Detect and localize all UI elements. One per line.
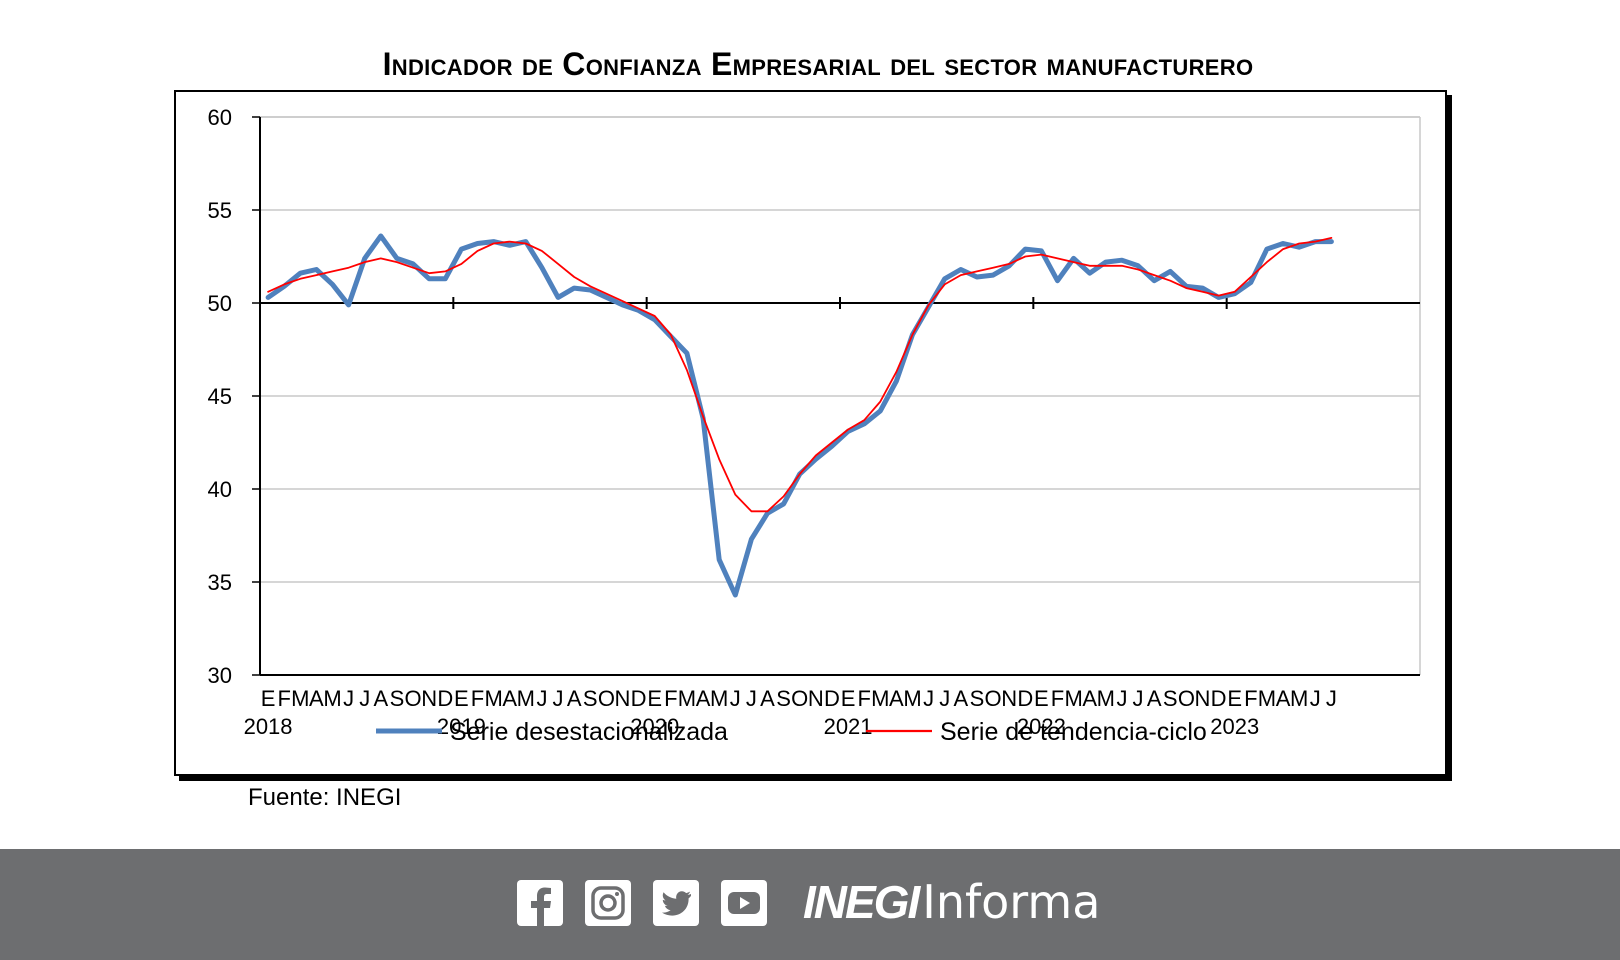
x-tick-label-month: M bbox=[710, 686, 728, 711]
x-tick-label-month: F bbox=[857, 686, 870, 711]
x-tick-label-month: M bbox=[871, 686, 889, 711]
x-tick-label-month: M bbox=[291, 686, 309, 711]
x-tick-label-month: A bbox=[567, 686, 582, 711]
x-tick-label-month: J bbox=[359, 686, 370, 711]
x-tick-label-month: A bbox=[373, 686, 388, 711]
youtube-icon[interactable] bbox=[721, 880, 767, 926]
brand-informa: Informa bbox=[922, 875, 1101, 929]
x-tick-label-year: 2019 bbox=[437, 714, 486, 739]
x-tick-label-month: A bbox=[309, 686, 324, 711]
x-tick-label-year: 2020 bbox=[630, 714, 679, 739]
facebook-icon[interactable] bbox=[517, 880, 563, 926]
x-tick-label-month: D bbox=[1017, 686, 1033, 711]
x-tick-label-month: A bbox=[889, 686, 904, 711]
x-tick-label-month: J bbox=[730, 686, 741, 711]
chart-title: Indicador de Confianza Empresarial del s… bbox=[382, 46, 1254, 82]
x-tick-label-month: A bbox=[502, 686, 517, 711]
x-tick-label-month: F bbox=[277, 686, 290, 711]
x-tick-label-month: O bbox=[404, 686, 421, 711]
x-tick-label-month: D bbox=[631, 686, 647, 711]
x-tick-label-month: J bbox=[1310, 686, 1321, 711]
y-tick-label: 30 bbox=[208, 663, 232, 688]
y-tick-label: 40 bbox=[208, 477, 232, 502]
x-tick-label-month: M bbox=[484, 686, 502, 711]
y-tick-label: 45 bbox=[208, 384, 232, 409]
x-tick-label-month: O bbox=[598, 686, 615, 711]
y-tick-label: 55 bbox=[208, 198, 232, 223]
x-tick-label-month: M bbox=[323, 686, 341, 711]
x-tick-label-year: 2022 bbox=[1017, 714, 1066, 739]
x-tick-label-month: S bbox=[1163, 686, 1178, 711]
x-tick-label-month: J bbox=[553, 686, 564, 711]
y-tick-label: 60 bbox=[208, 105, 232, 130]
x-tick-label-month: S bbox=[970, 686, 985, 711]
x-tick-label-month: N bbox=[615, 686, 631, 711]
x-tick-label-month: F bbox=[1051, 686, 1064, 711]
x-tick-label-month: J bbox=[1116, 686, 1127, 711]
twitter-icon[interactable] bbox=[653, 880, 699, 926]
x-tick-label-month: S bbox=[776, 686, 791, 711]
x-tick-label-month: F bbox=[664, 686, 677, 711]
x-tick-label-month: M bbox=[678, 686, 696, 711]
x-tick-label-month: S bbox=[583, 686, 598, 711]
x-tick-label-month: N bbox=[1001, 686, 1017, 711]
x-tick-label-month: E bbox=[647, 686, 662, 711]
x-tick-label-year: 2021 bbox=[824, 714, 873, 739]
x-tick-label-year: 2018 bbox=[244, 714, 293, 739]
x-tick-label-month: M bbox=[1290, 686, 1308, 711]
chart-frame: 30 35 40 45 50 55 60 E F M A M J J A S O N D E F M A M J J A S O N D E F… bbox=[174, 90, 1447, 776]
x-tick-label-month: N bbox=[421, 686, 437, 711]
brand-inegi: INEGI bbox=[803, 876, 920, 928]
x-tick-label-month: D bbox=[1211, 686, 1227, 711]
source-note: Fuente: INEGI bbox=[248, 784, 402, 811]
x-tick-label-month: E bbox=[454, 686, 469, 711]
series-line-tendencia-ciclo bbox=[267, 236, 1333, 513]
x-tick-label-month: M bbox=[1258, 686, 1276, 711]
x-tick-label-month: J bbox=[939, 686, 950, 711]
x-tick-label-month: A bbox=[1147, 686, 1162, 711]
x-tick-label-month: N bbox=[808, 686, 824, 711]
x-tick-label-month: A bbox=[1082, 686, 1097, 711]
instagram-icon[interactable] bbox=[585, 880, 631, 926]
x-tick-label-year: 2023 bbox=[1210, 714, 1259, 739]
x-tick-label-month: M bbox=[903, 686, 921, 711]
legend-label-desestacionalizada: Serie desestacionalizada bbox=[450, 718, 728, 746]
x-tick-label-month: E bbox=[1034, 686, 1049, 711]
x-tick-label-month: J bbox=[1133, 686, 1144, 711]
x-tick-label-month: A bbox=[696, 686, 711, 711]
y-tick-label: 50 bbox=[208, 291, 232, 316]
x-tick-label-month: F bbox=[471, 686, 484, 711]
x-tick-label-month: J bbox=[536, 686, 547, 711]
x-tick-label-month: J bbox=[746, 686, 757, 711]
x-tick-label-month: J bbox=[1326, 686, 1337, 711]
x-tick-label-month: E bbox=[1227, 686, 1242, 711]
x-tick-label-month: O bbox=[791, 686, 808, 711]
x-tick-label-month: S bbox=[390, 686, 405, 711]
x-tick-label-month: M bbox=[517, 686, 535, 711]
x-tick-label-month: O bbox=[1178, 686, 1195, 711]
inegi-informa-logo: INEGIInforma bbox=[803, 875, 1100, 929]
x-tick-label-month: J bbox=[923, 686, 934, 711]
x-tick-label-month: M bbox=[1064, 686, 1082, 711]
x-tick-label-month: D bbox=[437, 686, 453, 711]
x-tick-label-month: E bbox=[841, 686, 856, 711]
x-tick-label-month: D bbox=[824, 686, 840, 711]
x-tick-label-month: F bbox=[1244, 686, 1257, 711]
x-tick-label-month: A bbox=[760, 686, 775, 711]
footer-bar: INEGIInforma bbox=[0, 849, 1620, 960]
x-tick-label-month: A bbox=[953, 686, 968, 711]
x-tick-label-month: O bbox=[984, 686, 1001, 711]
y-tick-label: 35 bbox=[208, 570, 232, 595]
legend-label-tendencia-ciclo: Serie de tendencia-ciclo bbox=[940, 718, 1207, 746]
x-tick-label-month: N bbox=[1195, 686, 1211, 711]
x-tick-label-month: E bbox=[261, 686, 276, 711]
series-line-desestacionalizada bbox=[265, 233, 1334, 598]
x-tick-label-month: M bbox=[1097, 686, 1115, 711]
x-tick-label-month: A bbox=[1276, 686, 1291, 711]
x-tick-label-month: J bbox=[343, 686, 354, 711]
